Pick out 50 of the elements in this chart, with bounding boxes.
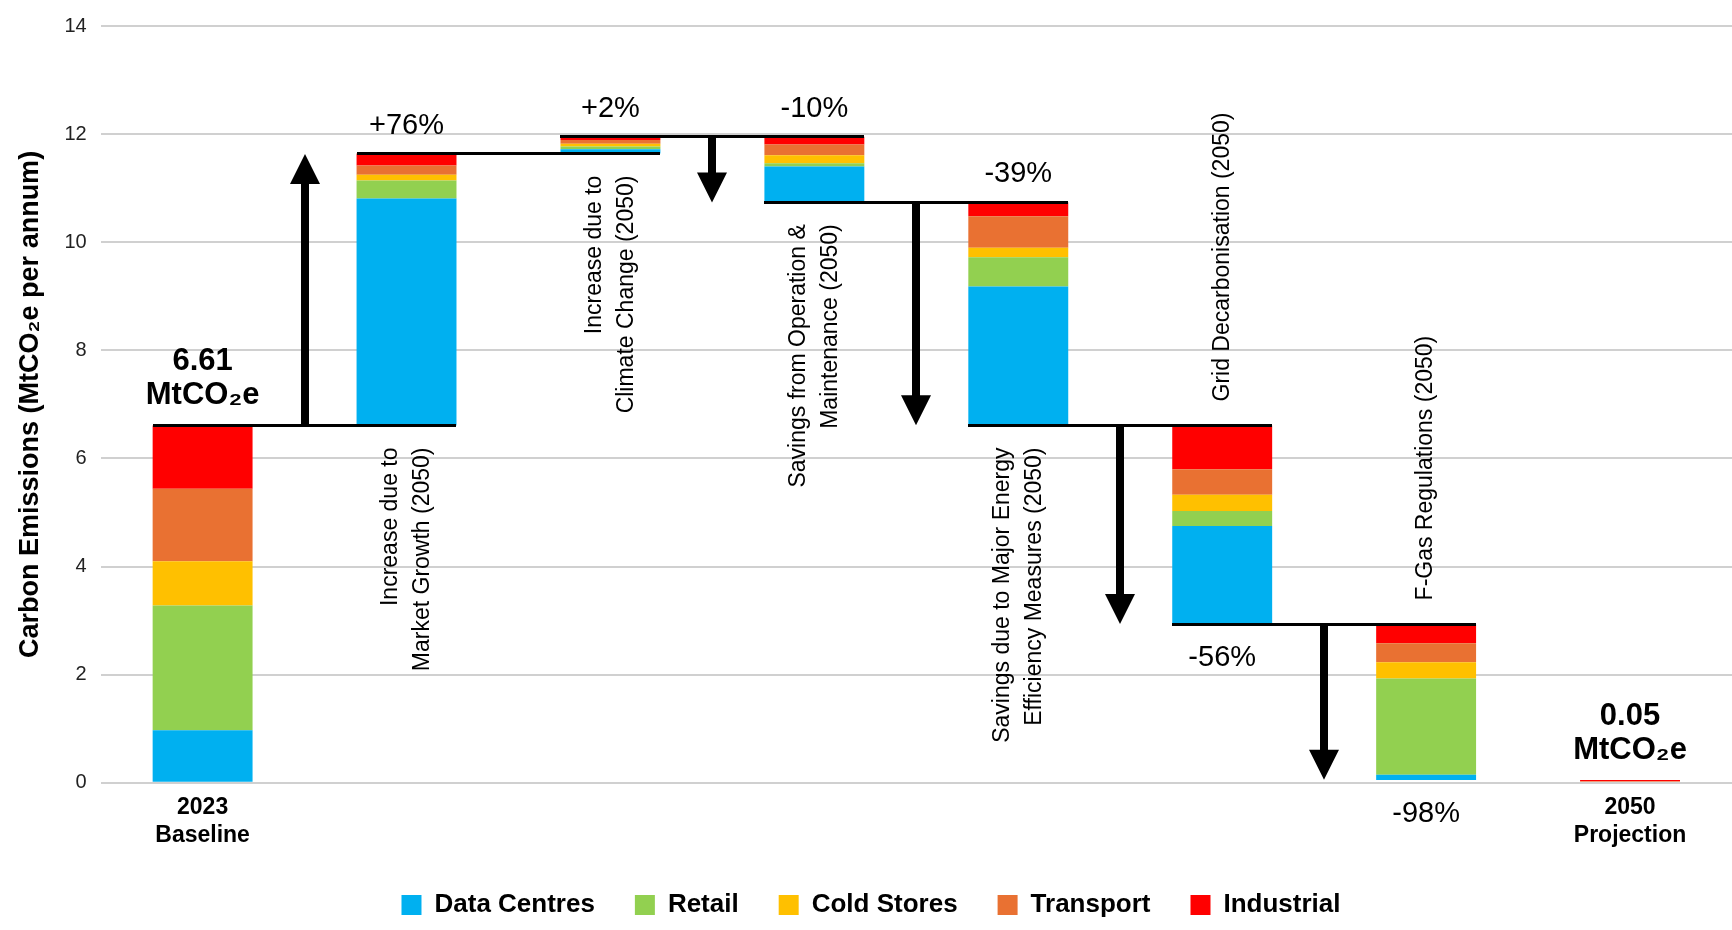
bar (356, 174, 457, 181)
annotation: +2% (581, 90, 640, 123)
y-tick-label: 12 (64, 121, 87, 144)
legend-label: Transport (1030, 888, 1151, 919)
bar (152, 605, 253, 731)
y-axis-title: Carbon Emissions (MtCO₂e per annum) (13, 150, 44, 658)
x-tick-label: 2023 Baseline (155, 792, 250, 847)
y-tick-label: 10 (64, 229, 87, 252)
x-tick-label: 2050 Projection (1573, 792, 1687, 847)
y-tick-label: 4 (75, 554, 87, 577)
legend-label: Industrial (1223, 888, 1341, 919)
x-tick-label: Savings from Operation & Maintenance (2050) (783, 224, 842, 488)
x-tick-label: Savings due to Major Energy Efficiency Measures (2050) (987, 446, 1046, 743)
bar (152, 488, 253, 562)
bar (1172, 469, 1273, 495)
bar (764, 155, 865, 164)
annotation: -39% (984, 156, 1053, 189)
x-tick-label: Grid Decarbonisation (2050) (1207, 112, 1234, 402)
bar (1172, 494, 1273, 511)
y-tick-label: 2 (75, 662, 87, 685)
bar (152, 561, 253, 606)
bar (1376, 774, 1477, 781)
y-tick-label: 6 (75, 445, 87, 468)
bar (1376, 643, 1477, 663)
bar (968, 216, 1069, 248)
x-tick-label: Increase due to Market Growth (2050) (375, 447, 434, 672)
legend-label: Data Centres (434, 888, 595, 919)
annotation: -10% (780, 90, 849, 123)
x-tick-label: F-Gas Regulations (2050) (1411, 335, 1438, 601)
legend-label: Cold Stores (811, 888, 958, 919)
y-tick-label: 0 (75, 770, 87, 793)
bar (764, 144, 865, 156)
bar (356, 165, 457, 175)
annotation: -56% (1188, 640, 1257, 673)
y-tick-label: 14 (64, 13, 87, 36)
bar (764, 163, 865, 167)
y-tick-label: 8 (75, 337, 87, 360)
bar (152, 730, 253, 782)
bar (1376, 662, 1477, 679)
bar (968, 247, 1069, 258)
x-tick-label: Increase due to Climate Change (2050) (579, 175, 638, 414)
annotation: -98% (1392, 796, 1460, 829)
legend-label: Retail (667, 888, 739, 919)
total-label: 0.05 MtCO₂e (1573, 696, 1687, 766)
annotation: +76% (369, 107, 445, 140)
bar (968, 257, 1069, 287)
bar (1376, 678, 1477, 775)
bar (1172, 510, 1273, 527)
total-label: 6.61 MtCO₂e (145, 342, 260, 412)
bar (356, 180, 457, 199)
